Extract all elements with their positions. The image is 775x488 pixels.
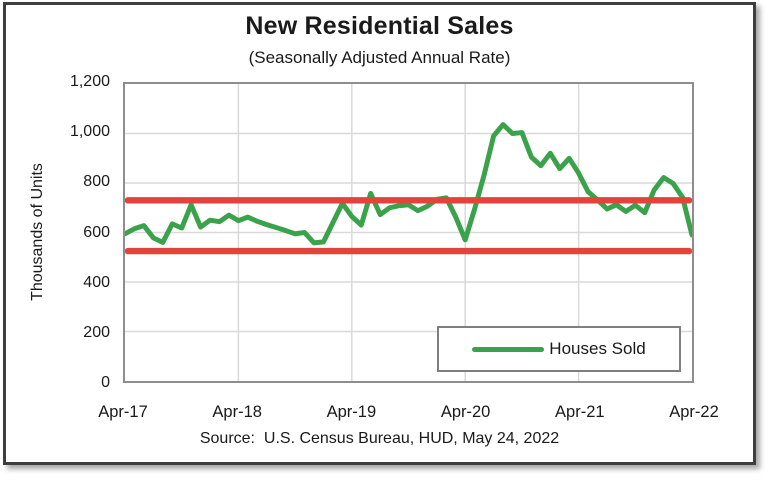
y-axis-tick-label: 0 [101,374,110,391]
x-axis-tick-label: Apr-21 [555,403,605,421]
x-axis-tick-label: Apr-19 [326,403,377,421]
x-axis-tick-label: Apr-20 [440,403,491,421]
source-note: Source: U.S. Census Bureau, HUD, May 24,… [199,430,560,447]
chart-title: New Residential Sales [245,12,514,40]
y-axis-tick-label: 200 [83,323,110,341]
legend-label: Houses Sold [549,339,646,358]
y-axis-tick-label: 800 [83,173,110,191]
y-axis-tick-label: 400 [83,273,110,291]
y-axis-tick-label: 600 [83,223,110,241]
x-axis-tick-label: Apr-17 [98,403,148,421]
legend-line-swatch [472,346,545,352]
x-axis-tick-label: Apr-18 [212,403,262,421]
legend-box: Houses Sold [437,326,681,372]
figure-border-frame [3,2,756,465]
x-axis-tick-label: Apr-22 [669,403,719,421]
y-axis-tick-label: 1,000 [69,123,110,141]
chart-subtitle: (Seasonally Adjusted Annual Rate) [248,48,511,67]
y-axis-tick-label: 1,200 [69,73,110,90]
